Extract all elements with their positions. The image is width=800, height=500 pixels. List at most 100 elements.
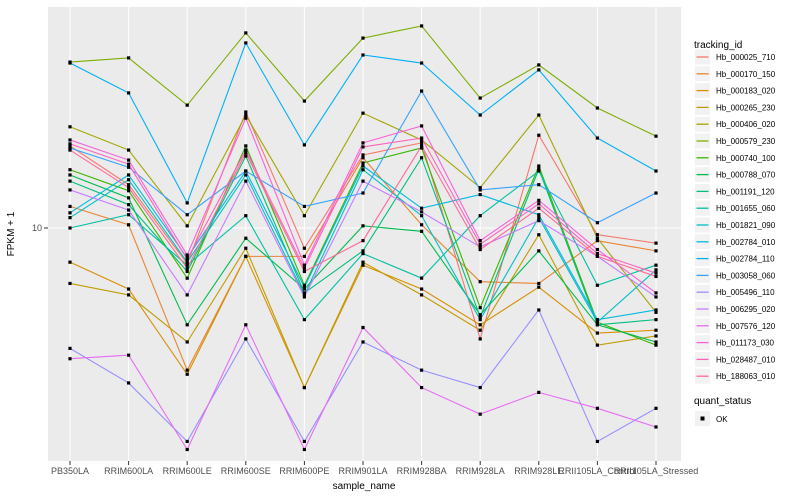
data-point	[244, 246, 248, 250]
legend-item-Hb_002784_010: Hb_002784_010	[695, 234, 776, 250]
legend-item-label: Hb_002784_010	[716, 238, 776, 247]
legend-item-label: Hb_000740_100	[716, 154, 776, 163]
data-point	[68, 226, 72, 230]
data-point	[478, 412, 482, 416]
data-point	[185, 368, 189, 372]
data-point	[244, 236, 248, 240]
legend-item-label: Hb_005496_110	[716, 288, 775, 297]
data-point	[302, 246, 306, 250]
data-point	[537, 219, 541, 223]
y-axis-title: FPKM + 1	[6, 211, 17, 256]
data-point	[654, 134, 658, 138]
data-point	[478, 113, 482, 117]
data-point	[302, 204, 306, 209]
data-point	[595, 406, 599, 410]
data-point	[537, 390, 541, 394]
data-point	[185, 447, 189, 452]
data-point	[68, 61, 72, 65]
data-point	[537, 113, 541, 117]
legend-item-Hb_007576_120: Hb_007576_120	[695, 318, 776, 334]
data-point	[302, 285, 306, 289]
x-tick-label: RRII105LA_Control	[558, 466, 636, 476]
data-point	[244, 41, 248, 45]
data-point	[420, 385, 424, 390]
data-point	[478, 245, 482, 249]
data-point	[595, 239, 599, 243]
data-point	[478, 193, 482, 197]
data-point	[420, 287, 424, 291]
data-point	[244, 113, 248, 117]
data-point	[595, 320, 599, 324]
x-axis-ticks	[69, 461, 657, 465]
legend-tracking-items: Hb_000025_710 Hb_000170_150 Hb_000183_020 H…	[695, 49, 776, 384]
data-point	[302, 283, 306, 287]
data-point	[68, 125, 72, 129]
y-tick-label: 10	[32, 223, 42, 233]
data-point	[420, 89, 424, 93]
data-point	[537, 213, 541, 217]
x-tick-label: RRIM600SE	[221, 466, 271, 476]
data-point	[68, 204, 72, 209]
legend-item-Hb_028487_010: Hb_028487_010	[695, 351, 776, 367]
data-point	[654, 271, 658, 275]
data-point	[244, 179, 248, 183]
data-point	[185, 340, 189, 344]
data-point	[595, 251, 599, 256]
data-point	[185, 260, 189, 264]
legend-item-label: Hb_001655_060	[716, 204, 776, 213]
data-point	[654, 334, 658, 338]
data-point	[478, 214, 482, 218]
data-point	[420, 138, 424, 142]
data-point	[244, 254, 248, 258]
data-point	[654, 406, 658, 410]
data-point	[302, 263, 306, 267]
legend-tracking: tracking_id Hb_000025_710Hb_000170_150Hb…	[694, 40, 776, 384]
data-point	[654, 340, 658, 344]
data-point	[361, 249, 365, 253]
data-point	[537, 285, 541, 289]
data-point	[302, 295, 306, 299]
data-point	[361, 179, 365, 183]
x-tick-label: RRIM928LA	[456, 466, 505, 476]
data-point	[244, 169, 248, 173]
data-point	[420, 229, 424, 233]
data-point	[537, 202, 541, 206]
data-point	[244, 173, 248, 177]
data-point	[654, 425, 658, 429]
legend-item-label: Hb_007576_120	[716, 322, 776, 331]
data-point	[595, 236, 599, 240]
data-point	[185, 439, 189, 444]
data-point	[595, 221, 599, 225]
data-point	[302, 293, 306, 297]
data-point	[595, 331, 599, 335]
data-point	[127, 165, 131, 169]
data-point	[537, 167, 541, 171]
data-point	[478, 385, 482, 390]
legend-item-Hb_000183_020: Hb_000183_020	[695, 83, 776, 99]
data-point	[478, 313, 482, 317]
data-point	[478, 239, 482, 243]
data-point	[185, 263, 189, 267]
data-point	[361, 263, 365, 267]
data-point	[127, 173, 131, 177]
data-point	[537, 249, 541, 253]
data-point	[478, 96, 482, 100]
data-point	[654, 241, 658, 245]
data-point	[68, 260, 72, 264]
data-point	[127, 186, 131, 190]
data-point	[302, 143, 306, 147]
data-point	[302, 318, 306, 322]
data-point	[595, 323, 599, 327]
legend-item-Hb_001655_060: Hb_001655_060	[695, 200, 776, 216]
data-point	[127, 158, 131, 162]
data-point	[244, 337, 248, 341]
data-point	[595, 247, 599, 252]
data-point	[478, 318, 482, 322]
data-point	[127, 203, 131, 207]
data-point	[302, 447, 306, 452]
data-point	[127, 183, 131, 187]
data-point	[361, 325, 365, 330]
data-point	[537, 183, 541, 187]
data-point	[361, 156, 365, 160]
data-point	[654, 263, 658, 267]
